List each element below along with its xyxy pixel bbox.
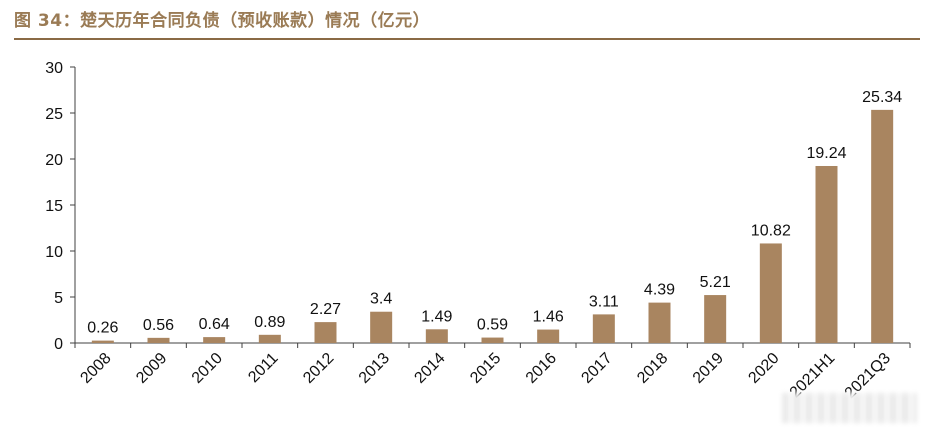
x-tick-label-2011: 2011: [245, 350, 281, 386]
y-tick-label: 0: [54, 336, 63, 353]
x-tick-label-2016: 2016: [523, 350, 560, 387]
bar-2019: [704, 295, 727, 343]
bar-2012: [314, 322, 337, 343]
bar-2021H1: [815, 165, 838, 343]
y-tick-label: 30: [45, 60, 63, 77]
data-label-2018: 4.39: [644, 282, 675, 299]
x-tick-label-2014: 2014: [411, 350, 448, 387]
bar-2009: [147, 337, 170, 343]
data-label-2009: 0.56: [143, 317, 174, 334]
chart-x-tick-labels: 2008 2009 2010 2011 2012 2013 2014 2015 2016 2017…: [77, 350, 894, 402]
x-tick-label-2010: 2010: [189, 350, 226, 387]
x-tick-label-2015: 2015: [467, 350, 504, 387]
y-tick-label: 20: [45, 152, 63, 169]
x-tick-label-2019: 2019: [690, 350, 727, 387]
chart-bars: [91, 109, 894, 343]
x-tick-label-2012: 2012: [300, 350, 337, 387]
bar-2018: [648, 302, 671, 343]
data-label-2021Q3: 25.34: [862, 89, 902, 106]
bar-2011: [258, 334, 281, 343]
x-tick-label-2008: 2008: [77, 350, 114, 387]
chart-axes: [70, 66, 911, 348]
x-tick-label-2017: 2017: [578, 350, 615, 387]
data-label-2020: 10.82: [751, 222, 791, 239]
data-label-2021H1: 19.24: [806, 145, 846, 162]
bar-2008: [91, 340, 114, 343]
data-label-2017: 3.11: [589, 293, 619, 310]
x-tick-label-2013: 2013: [356, 350, 393, 387]
figure-title: 图 34：楚天历年合同负债（预收账款）情况（亿元）: [14, 11, 431, 31]
data-label-2012: 2.27: [310, 301, 341, 318]
data-label-2008: 0.26: [87, 320, 118, 337]
data-label-2010: 0.64: [199, 316, 230, 333]
chart-data-labels: 0.26 0.56 0.64 0.89 2.27 3.4 1.49 0.59 1.46 3.11 4…: [87, 89, 902, 337]
x-tick-label-2018: 2018: [634, 350, 671, 387]
data-label-2019: 5.21: [700, 274, 731, 291]
data-label-2016: 1.46: [533, 309, 564, 326]
bar-2010: [203, 337, 226, 343]
bar-2016: [537, 329, 560, 343]
bar-2021Q3: [871, 109, 894, 343]
x-tick-label-2020: 2020: [745, 350, 782, 387]
y-tick-label: 5: [54, 290, 63, 307]
chart-y-tick-labels: 0 5 10 15 20 25 30: [45, 60, 63, 353]
watermark-blur: [782, 393, 917, 423]
title-divider: [14, 38, 920, 40]
bar-2020: [759, 243, 782, 343]
bar-2013: [370, 311, 393, 343]
data-label-2015: 0.59: [477, 317, 508, 334]
data-label-2013: 3.4: [370, 291, 392, 308]
bar-2015: [481, 337, 504, 343]
y-tick-label: 15: [45, 198, 63, 215]
bar-2017: [592, 314, 615, 343]
y-tick-label: 25: [45, 106, 63, 123]
y-tick-label: 10: [45, 244, 63, 261]
bar-2014: [425, 329, 448, 343]
data-label-2011: 0.89: [254, 314, 285, 331]
x-tick-label-2009: 2009: [133, 350, 170, 387]
data-label-2014: 1.49: [421, 308, 452, 325]
